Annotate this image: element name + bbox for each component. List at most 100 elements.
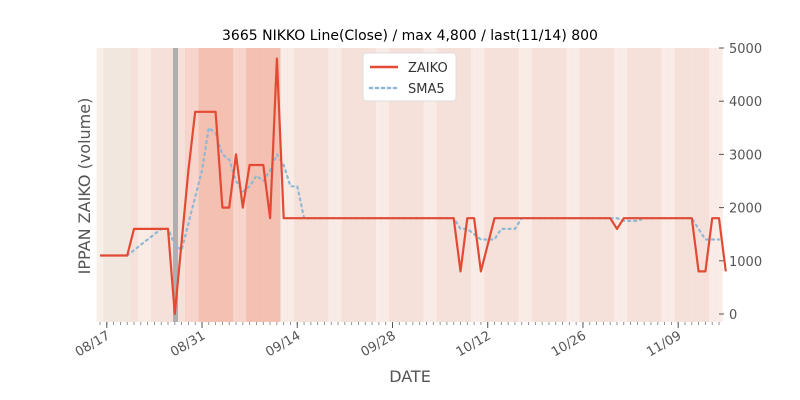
day-band [382, 48, 390, 322]
legend: ZAIKO SMA5 [362, 52, 457, 102]
day-band [144, 48, 152, 322]
day-band [416, 48, 424, 322]
day-band [538, 48, 546, 322]
day-band [137, 48, 145, 322]
x-tick-label: 08/31 [168, 328, 208, 360]
day-band [491, 48, 499, 322]
day-band [123, 48, 131, 322]
day-band [375, 48, 383, 322]
legend-box [362, 52, 457, 102]
day-band [307, 48, 315, 322]
day-band [429, 48, 438, 322]
day-band [518, 48, 526, 322]
day-band [613, 48, 621, 322]
gray-marker-band [173, 48, 178, 322]
y-tick-label: 3000 [729, 148, 762, 163]
day-band [96, 48, 104, 322]
day-band [191, 48, 199, 322]
day-band [341, 48, 349, 322]
day-band [525, 48, 533, 322]
background-bands [96, 48, 723, 322]
day-band [409, 48, 417, 322]
day-band [688, 48, 696, 322]
x-tick-label: 09/28 [359, 328, 399, 360]
day-band [402, 48, 410, 322]
legend-label-zaiko: ZAIKO [408, 61, 448, 76]
series-lines [100, 57, 727, 316]
day-band [457, 48, 465, 322]
day-band [219, 48, 227, 322]
day-band [178, 48, 186, 322]
day-band [314, 48, 322, 322]
x-tick-label: 09/14 [263, 328, 303, 360]
day-band [103, 48, 111, 322]
day-band [667, 48, 676, 322]
day-band [463, 48, 472, 322]
day-band [321, 48, 329, 322]
x-axis-label: DATE [389, 367, 431, 386]
day-band [477, 48, 485, 322]
day-band [701, 48, 710, 322]
day-band [647, 48, 655, 322]
day-band [586, 48, 594, 322]
day-band [572, 48, 580, 322]
day-band [450, 48, 458, 322]
day-band [708, 48, 716, 322]
day-band [443, 48, 451, 322]
day-band [253, 48, 261, 322]
day-band [300, 48, 308, 322]
day-band [484, 48, 492, 322]
day-band [239, 48, 247, 322]
day-band [266, 48, 274, 322]
day-band [117, 48, 125, 322]
y-tick-label: 4000 [729, 95, 762, 110]
day-band [715, 48, 723, 322]
day-band [633, 48, 642, 322]
y-tick-label: 0 [729, 308, 737, 323]
day-band [579, 48, 587, 322]
day-band [280, 48, 288, 322]
day-band [470, 48, 478, 322]
day-band [559, 48, 567, 322]
day-band [157, 48, 165, 322]
x-tick-label: 08/17 [73, 328, 113, 360]
day-band [681, 48, 689, 322]
day-band [423, 48, 431, 322]
day-band [497, 48, 506, 322]
day-band [436, 48, 444, 322]
day-band [368, 48, 376, 322]
y-axis-label: IPPAN ZAIKO (volume) [75, 98, 94, 275]
legend-label-sma5: SMA5 [408, 82, 445, 97]
day-band [511, 48, 519, 322]
y-tick-label: 2000 [729, 202, 762, 217]
day-band [151, 48, 159, 322]
x-axis: 08/17 08/31 09/14 09/28 10/12 10/26 11/09 [73, 322, 720, 360]
day-band [225, 48, 233, 322]
day-band [674, 48, 682, 322]
y-axis-right: 0 1000 2000 3000 4000 5000 [719, 42, 762, 323]
day-band [259, 48, 267, 322]
day-band [361, 48, 369, 322]
day-band [552, 48, 560, 322]
day-band [531, 48, 540, 322]
day-band [130, 48, 138, 322]
day-band [627, 48, 635, 322]
chart-title: 3665 NIKKO Line(Close) / max 4,800 / las… [222, 28, 598, 44]
day-band [606, 48, 614, 322]
day-band [355, 48, 363, 322]
day-band [695, 48, 703, 322]
day-band [293, 48, 301, 322]
day-band [273, 48, 281, 322]
x-tick-label: 11/09 [644, 328, 684, 360]
day-band [504, 48, 512, 322]
day-band [246, 48, 254, 322]
day-band [348, 48, 356, 322]
day-band [565, 48, 574, 322]
day-band [395, 48, 403, 322]
day-band [654, 48, 662, 322]
day-band [593, 48, 601, 322]
day-band [640, 48, 648, 322]
series-line-zaiko [100, 57, 727, 316]
